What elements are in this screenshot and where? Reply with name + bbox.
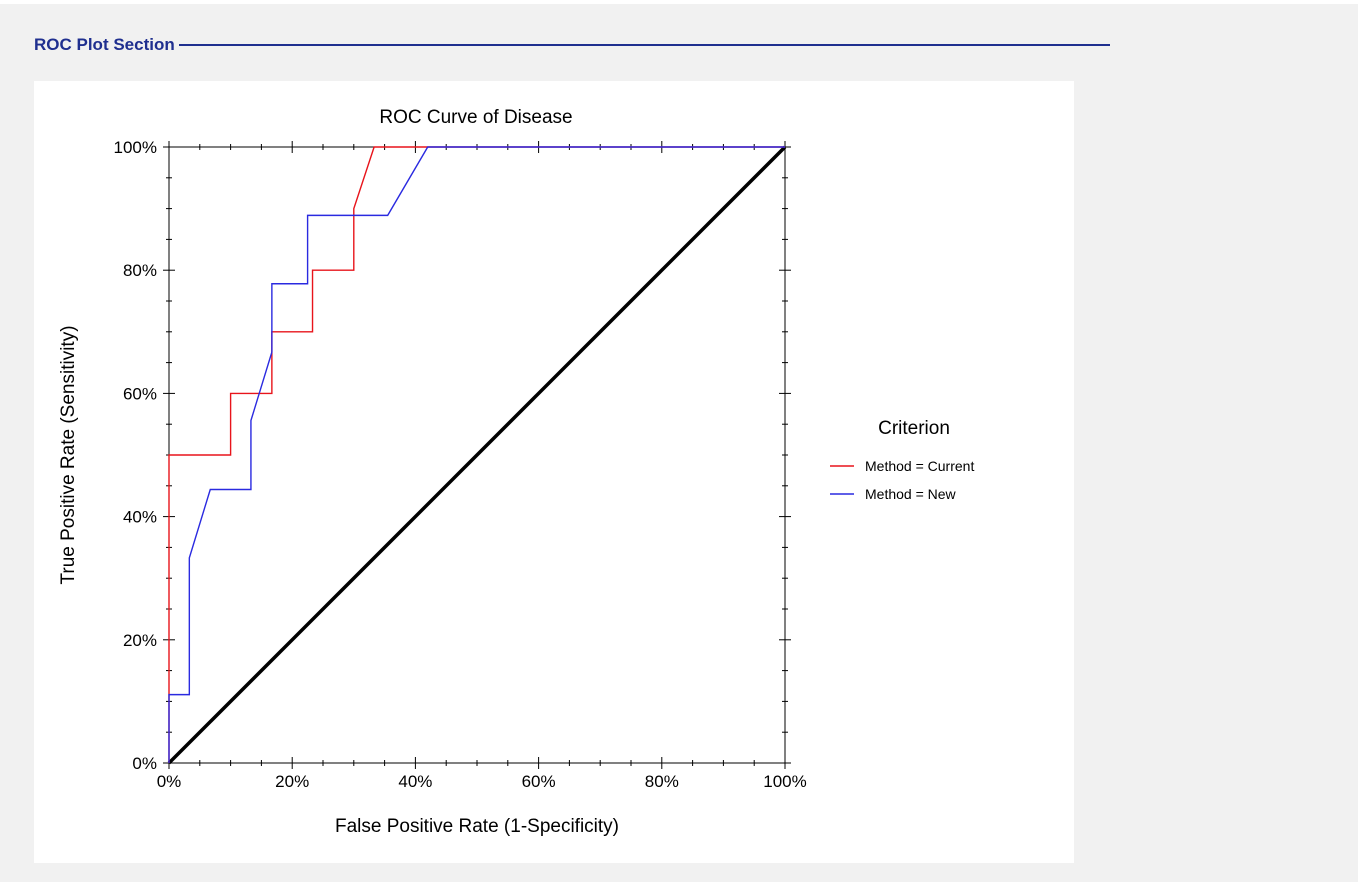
y-tick-label: 80% <box>123 261 157 280</box>
legend-entry-label: Method = New <box>865 486 957 502</box>
x-tick-label: 0% <box>157 772 182 791</box>
x-tick-label: 80% <box>645 772 679 791</box>
roc-chart-panel: ROC Curve of Disease 0% 20% 40% 60% 80% 100% 0… <box>34 81 1074 863</box>
chart-axes: 0% 20% 40% 60% 80% 100% 0% 20% 40% 60% 80% 100% <box>114 138 807 791</box>
x-tick-label: 60% <box>522 772 556 791</box>
y-tick-label: 40% <box>123 508 157 527</box>
series-line-current <box>168 146 785 763</box>
section-header: ROC Plot Section <box>34 34 1110 56</box>
x-tick-label: 100% <box>763 772 806 791</box>
section-divider <box>178 44 1110 46</box>
section-title: ROC Plot Section <box>34 35 175 54</box>
y-tick-label: 20% <box>123 631 157 650</box>
x-axis-label: False Positive Rate (1-Specificity) <box>335 816 619 837</box>
chart-legend: Criterion Method = Current Method = New <box>830 418 974 502</box>
x-tick-label: 20% <box>275 772 309 791</box>
y-tick-label: 0% <box>132 754 157 773</box>
reference-diagonal-line <box>167 145 787 765</box>
plot-area <box>167 145 787 765</box>
y-tick-label: 60% <box>123 384 157 403</box>
chart-title: ROC Curve of Disease <box>379 107 572 128</box>
series-line-new <box>168 146 785 763</box>
legend-title: Criterion <box>878 418 950 439</box>
y-axis-label: True Positive Rate (Sensitivity) <box>58 325 79 584</box>
legend-entry-label: Method = Current <box>865 458 974 474</box>
y-tick-label: 100% <box>114 138 157 157</box>
x-tick-label: 40% <box>398 772 432 791</box>
roc-chart: ROC Curve of Disease 0% 20% 40% 60% 80% 100%0… <box>58 107 974 837</box>
